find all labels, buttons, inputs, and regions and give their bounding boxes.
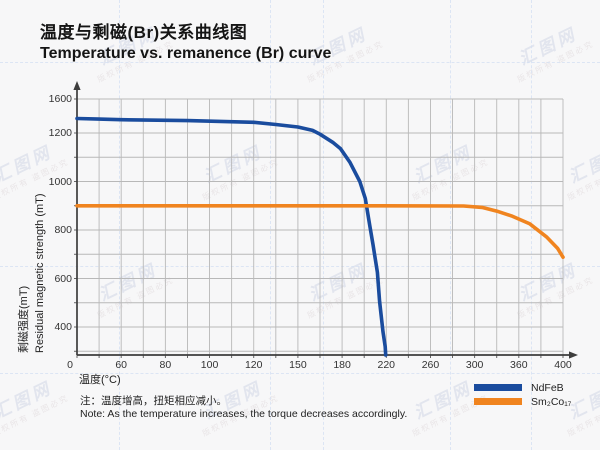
- x-tick-label: 120: [244, 359, 263, 371]
- y-axis-title-zh: 剩磁强度(mT): [16, 286, 30, 353]
- legend-item: Sm₂Co₁₇: [474, 395, 572, 408]
- footnote-en: Note: As the temperature increases, the …: [80, 408, 408, 420]
- page-title-en: Temperature vs. remanence (Br) curve: [40, 45, 332, 62]
- x-tick-label: 180: [333, 359, 351, 371]
- x-tick-label: 360: [510, 359, 528, 371]
- series-curve-sm2co17: [75, 204, 565, 259]
- legend-swatch: [474, 398, 522, 405]
- y-tick-label: 1600: [48, 93, 72, 105]
- page-title-zh: 温度与剩磁(Br)关系曲线图: [40, 23, 248, 42]
- x-tick-label: 220: [377, 359, 396, 371]
- x-tick-label: 150: [289, 359, 307, 371]
- y-tick-label: 1200: [48, 127, 72, 139]
- x-tick-label: 80: [159, 359, 172, 371]
- x-tick-label: 0: [67, 359, 73, 371]
- legend: NdFeB Sm₂Co₁₇: [474, 382, 571, 410]
- footnote-zh: 注：温度增高，扭矩相应减小。: [80, 395, 227, 407]
- legend-swatch: [474, 384, 522, 391]
- x-tick-label: 300: [465, 359, 484, 371]
- x-axis-title: 温度(°C): [79, 374, 121, 386]
- legend-label: Sm₂Co₁₇: [531, 395, 572, 408]
- x-tick-label: 400: [554, 359, 572, 371]
- y-tick-label: 800: [54, 224, 72, 236]
- y-tick-label: 1000: [48, 175, 72, 188]
- header: 温度与剩磁(Br)关系曲线图 Temperature vs. remanence…: [40, 22, 331, 64]
- x-tick-label: 60: [115, 359, 128, 371]
- x-tick-label: 100: [200, 359, 219, 371]
- y-tick-label: 400: [54, 321, 72, 333]
- series-curve-ndfeb: [75, 116, 388, 357]
- footnote: 注：温度增高，扭矩相应减小。 Note: As the temperature …: [80, 395, 407, 421]
- y-axis-arrow-icon: [73, 81, 81, 90]
- y-tick-label: 600: [54, 272, 72, 285]
- legend-item: NdFeB: [474, 381, 571, 394]
- x-axis-arrow-icon: [569, 351, 578, 359]
- y-axis-title-en: Residual magnetic strength (mT): [34, 193, 46, 353]
- x-tick-label: 260: [421, 359, 440, 371]
- legend-label: NdFeB: [531, 381, 564, 394]
